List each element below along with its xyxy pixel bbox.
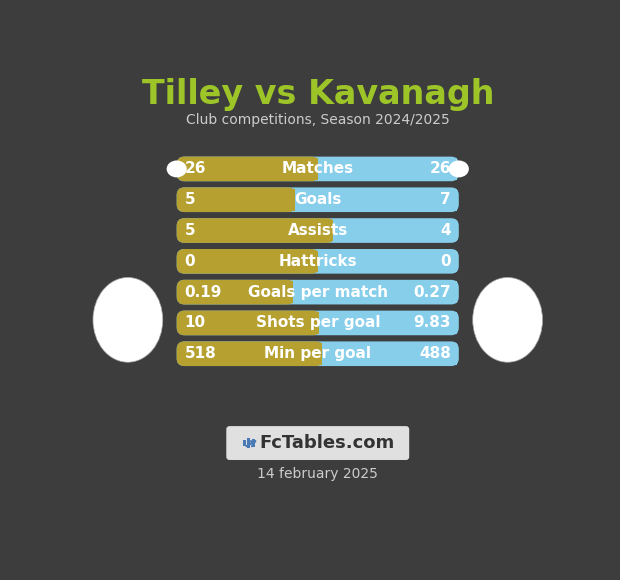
Bar (247, 438, 250, 448)
Bar (317, 343, 322, 364)
FancyBboxPatch shape (177, 187, 296, 212)
Bar (290, 189, 294, 211)
Ellipse shape (167, 161, 187, 177)
FancyBboxPatch shape (177, 342, 324, 366)
FancyBboxPatch shape (177, 280, 295, 304)
Bar (317, 158, 458, 180)
Text: Hattricks: Hattricks (278, 254, 357, 269)
Bar (334, 220, 458, 241)
FancyBboxPatch shape (177, 187, 459, 212)
Text: 4: 4 (440, 223, 451, 238)
FancyBboxPatch shape (177, 311, 321, 335)
Text: 14 february 2025: 14 february 2025 (257, 467, 378, 481)
Ellipse shape (472, 277, 542, 362)
Text: Goals per match: Goals per match (247, 285, 388, 300)
Text: Matches: Matches (281, 161, 354, 176)
FancyBboxPatch shape (177, 280, 459, 304)
Text: 26: 26 (430, 161, 451, 176)
FancyBboxPatch shape (226, 426, 409, 460)
Bar (289, 281, 293, 303)
Bar (252, 439, 255, 447)
Text: Assists: Assists (288, 223, 348, 238)
FancyBboxPatch shape (177, 157, 459, 182)
Bar (322, 343, 458, 364)
Text: 5: 5 (185, 192, 195, 207)
Text: 0: 0 (440, 254, 451, 269)
Bar (242, 440, 246, 446)
FancyBboxPatch shape (177, 342, 459, 366)
Ellipse shape (93, 277, 162, 362)
Text: Min per goal: Min per goal (264, 346, 371, 361)
Text: Shots per goal: Shots per goal (255, 316, 380, 331)
Text: 0.27: 0.27 (414, 285, 451, 300)
Text: 0: 0 (185, 254, 195, 269)
Text: 9.83: 9.83 (414, 316, 451, 331)
Text: 518: 518 (185, 346, 216, 361)
Text: Club competitions, Season 2024/2025: Club competitions, Season 2024/2025 (186, 113, 450, 126)
Bar (313, 158, 317, 180)
Bar (329, 220, 334, 241)
FancyBboxPatch shape (177, 218, 335, 243)
Text: 7: 7 (440, 192, 451, 207)
FancyBboxPatch shape (177, 249, 319, 274)
Bar (294, 189, 458, 211)
Text: 10: 10 (185, 316, 206, 331)
FancyBboxPatch shape (177, 249, 459, 274)
FancyBboxPatch shape (177, 157, 319, 182)
Text: Goals: Goals (294, 192, 342, 207)
Text: 5: 5 (185, 223, 195, 238)
Text: 26: 26 (185, 161, 206, 176)
Bar (313, 251, 317, 272)
FancyBboxPatch shape (177, 311, 459, 335)
FancyBboxPatch shape (177, 218, 459, 243)
Bar (317, 251, 458, 272)
Bar (319, 312, 458, 334)
Text: 488: 488 (419, 346, 451, 361)
Ellipse shape (449, 161, 469, 177)
Text: FcTables.com: FcTables.com (259, 434, 395, 452)
Bar (314, 312, 319, 334)
Text: Tilley vs Kavanagh: Tilley vs Kavanagh (141, 78, 494, 111)
Text: 0.19: 0.19 (185, 285, 222, 300)
Bar (293, 281, 458, 303)
